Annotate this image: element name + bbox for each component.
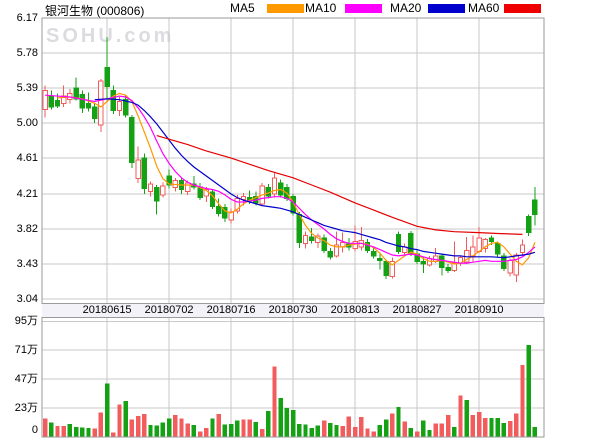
ma10-line: [45, 94, 536, 264]
price-axis-label: 6.17: [16, 12, 38, 24]
legend-label-ma10: MA10: [305, 1, 337, 15]
price-axis-label: 3.04: [16, 292, 38, 305]
price-axis-label: 5.39: [16, 82, 38, 95]
legend-label-ma20: MA20: [390, 1, 422, 15]
date-label: 20180910: [454, 304, 504, 316]
price-axis-label: 4.61: [16, 152, 38, 165]
date-label: 20180730: [268, 304, 318, 316]
legend-label-ma5: MA5: [230, 1, 255, 15]
price-axis-label: 3.43: [16, 257, 38, 270]
ma20-swatch-icon: [428, 4, 465, 13]
date-label: 20180813: [330, 304, 380, 316]
volume-axis-label: 23万: [14, 402, 38, 415]
ma60-line: [156, 135, 523, 235]
volume-axis-label: 71万: [14, 344, 38, 357]
volume-axis-label: 47万: [14, 373, 38, 386]
volume-axis-label: 95万: [14, 315, 38, 328]
sohu-watermark: SOHU.com: [46, 25, 175, 47]
price-axis-label: 5.00: [16, 117, 38, 130]
date-label: 20180615: [82, 304, 132, 316]
price-axis-label: 4.21: [16, 187, 38, 200]
ma20-line: [94, 98, 536, 259]
ma5-swatch-icon: [267, 4, 304, 13]
volume-axis-label: 0: [31, 424, 38, 436]
page-title: 银河生物 (000806): [45, 4, 145, 18]
date-label: 20180702: [144, 304, 194, 316]
date-label: 20180827: [392, 304, 442, 316]
legend-label-ma60: MA60: [468, 1, 500, 15]
ma60-swatch-icon: [504, 4, 541, 13]
price-axis-label: 3.82: [16, 222, 38, 235]
price-axis-label: 5.78: [16, 47, 38, 59]
date-label: 20180716: [206, 304, 256, 316]
ma10-swatch-icon: [345, 4, 382, 13]
